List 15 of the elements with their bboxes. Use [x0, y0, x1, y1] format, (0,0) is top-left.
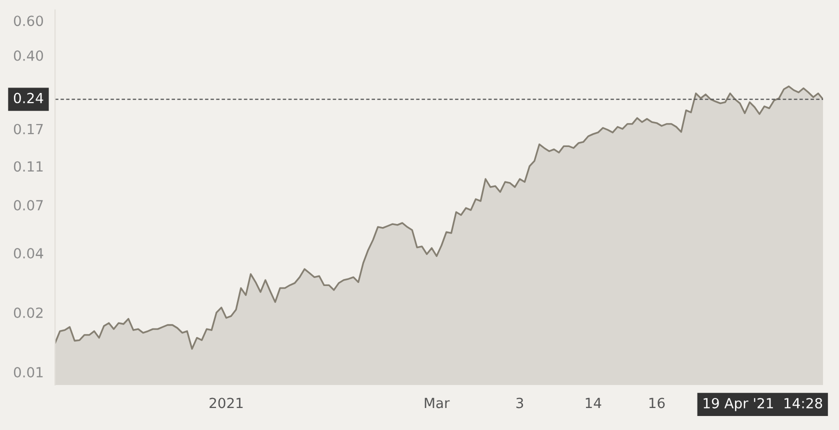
y-tick-label: 0.02 [14, 308, 43, 318]
y-tick-label: 0.17 [14, 124, 43, 134]
x-tick-label: 3 [516, 398, 524, 408]
ref-line-label: 0.24 [14, 92, 44, 104]
y-tick-label: 0.01 [14, 367, 43, 378]
x-tick-label: 16 [649, 398, 665, 408]
x-tick-label: 2021 [210, 398, 243, 408]
y-tick-label: 0.40 [14, 50, 44, 61]
y-tick-label: 0.60 [14, 16, 44, 26]
y-tick-label: 0.04 [14, 248, 44, 259]
y-tick-label: 0.11 [14, 161, 43, 172]
text: 19 Apr '21 14:28 [704, 398, 822, 412]
y-tick-label: 0.07 [14, 200, 43, 210]
x-tick-label: 14 [586, 398, 602, 408]
x-tick-label: Mar [424, 398, 450, 408]
